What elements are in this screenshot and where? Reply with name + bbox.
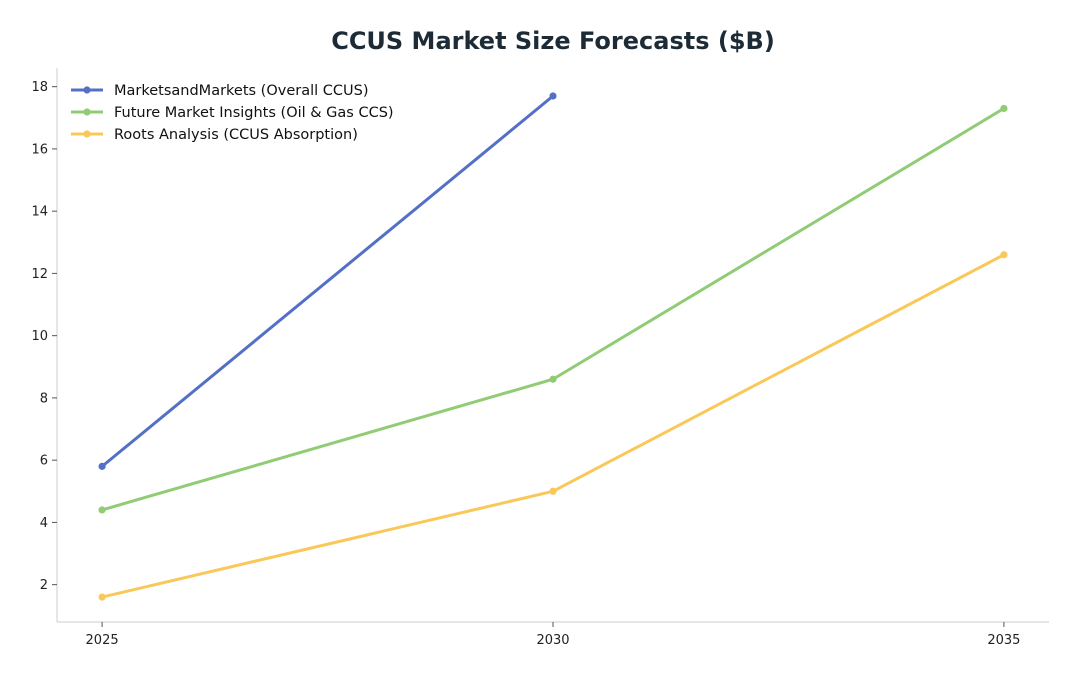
y-ticks: 2 4 6 8 10 12 14 16 18 (31, 80, 57, 593)
series-2 (98, 104, 1008, 514)
legend-item: Future Market Insights (Oil & Gas CCS) (71, 105, 394, 121)
legend-swatch-marker (83, 108, 91, 116)
y-tick-label: 10 (31, 329, 48, 344)
legend-label: Roots Analysis (CCUS Absorption) (114, 127, 358, 143)
data-point (98, 506, 106, 514)
series-1 (98, 92, 557, 470)
y-tick-label: 4 (40, 516, 48, 531)
x-tick-label: 2025 (86, 633, 119, 648)
y-tick-label: 6 (40, 454, 48, 469)
chart-title: CCUS Market Size Forecasts ($B) (331, 27, 775, 55)
series-line (100, 253, 1006, 599)
data-point (1000, 104, 1008, 113)
legend-label: MarketsandMarkets (Overall CCUS) (114, 83, 369, 99)
data-point (98, 593, 106, 601)
data-point (549, 487, 557, 495)
x-tick-label: 2030 (536, 633, 569, 648)
data-point (549, 92, 557, 100)
y-tick-label: 2 (40, 578, 48, 593)
y-tick-label: 14 (31, 205, 48, 220)
y-tick-label: 16 (31, 142, 48, 157)
legend: MarketsandMarkets (Overall CCUS) Future M… (71, 83, 394, 143)
x-ticks: 2025 2030 2035 (86, 622, 1020, 648)
series-line (100, 106, 1006, 512)
legend-item: MarketsandMarkets (Overall CCUS) (71, 83, 369, 99)
data-point (549, 375, 557, 383)
data-point (98, 462, 106, 470)
data-point (1000, 251, 1008, 259)
legend-swatch-marker (83, 86, 91, 94)
legend-item: Roots Analysis (CCUS Absorption) (71, 127, 358, 143)
y-tick-label: 8 (40, 391, 48, 406)
series-3 (98, 251, 1008, 601)
series-line (100, 94, 555, 468)
y-tick-label: 12 (31, 267, 48, 282)
legend-label: Future Market Insights (Oil & Gas CCS) (114, 105, 394, 121)
series-layer (98, 92, 1008, 601)
y-tick-label: 18 (31, 80, 48, 95)
legend-swatch-marker (83, 130, 91, 138)
x-tick-label: 2035 (987, 633, 1020, 648)
